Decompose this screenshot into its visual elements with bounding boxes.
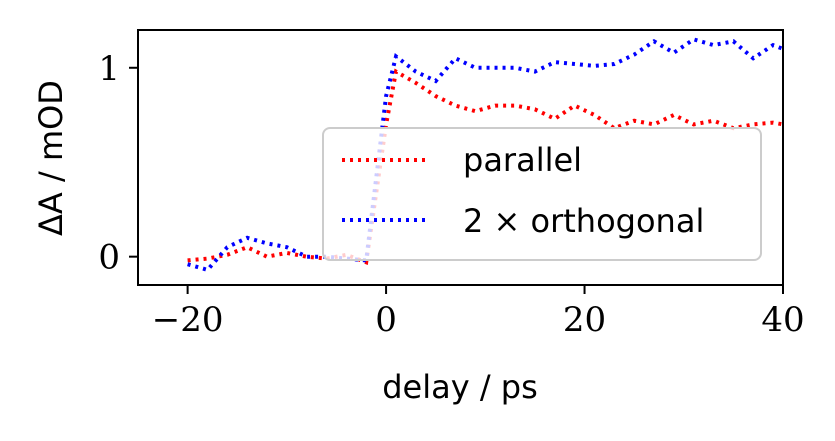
legend-box <box>322 127 762 261</box>
legend-label-orthogonal: 2 × orthogonal <box>463 202 704 240</box>
x-tick-label: 20 <box>563 300 606 340</box>
legend-label-parallel: parallel <box>463 141 582 179</box>
y-axis-label: ΔA / mOD <box>32 80 70 236</box>
series-line-0 <box>187 68 784 266</box>
legend: parallel 2 × orthogonal <box>322 127 762 261</box>
ticks-layer: −20 0 20 40 0 1 <box>98 49 804 340</box>
x-tick-label: 0 <box>375 300 397 340</box>
plot-area-frame <box>137 29 784 286</box>
y-tick-label: 0 <box>98 238 120 278</box>
x-axis-label: delay / ps <box>382 368 538 406</box>
series-layer <box>187 37 784 273</box>
x-tick-label: 40 <box>761 300 804 340</box>
x-tick-label: −20 <box>152 300 224 340</box>
y-tick-label: 1 <box>98 49 120 89</box>
